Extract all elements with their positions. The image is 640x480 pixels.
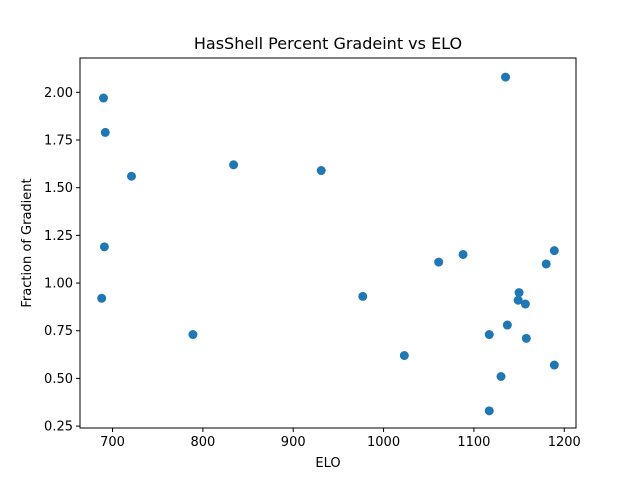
data-points: [97, 72, 559, 416]
scatter-point: [541, 259, 551, 269]
y-tick-label: 1.00: [44, 277, 73, 292]
scatter-point: [501, 72, 511, 82]
scatter-point: [458, 249, 468, 259]
scatter-point: [399, 351, 409, 361]
y-tick-label: 0.75: [44, 324, 73, 339]
scatter-point: [502, 320, 512, 330]
scatter-point: [434, 257, 444, 267]
x-tick-label: 700: [100, 435, 125, 450]
x-tick-label: 800: [190, 435, 215, 450]
y-axis-ticks: 0.25 0.50 0.75 1.00 1.25 1.50 1.75 2.00: [44, 86, 80, 435]
scatter-point: [549, 360, 559, 370]
scatter-point: [549, 246, 559, 256]
x-tick-label: 1200: [548, 435, 581, 450]
scatter-point: [98, 93, 108, 103]
scatter-point: [97, 293, 107, 303]
x-tick-label: 1000: [367, 435, 400, 450]
plot-frame: [79, 57, 577, 429]
scatter-point: [99, 242, 109, 252]
scatter-point: [521, 333, 531, 343]
y-tick-label: 1.75: [44, 134, 73, 149]
scatter-point: [126, 171, 136, 181]
scatter-point: [100, 127, 110, 137]
y-tick-label: 1.25: [44, 229, 73, 244]
chart-title: HasShell Percent Gradeint vs ELO: [194, 34, 462, 53]
scatter-point: [229, 160, 239, 170]
x-tick-label: 1100: [457, 435, 490, 450]
y-tick-label: 0.25: [44, 420, 73, 435]
y-tick-label: 1.50: [44, 181, 73, 196]
scatter-point: [484, 406, 494, 416]
scatter-point: [484, 330, 494, 340]
scatter-point: [513, 295, 523, 305]
y-tick-label: 0.50: [44, 372, 73, 387]
scatter-point: [520, 299, 530, 309]
scatter-point: [514, 288, 524, 298]
y-tick-label: 2.00: [44, 86, 73, 101]
scatter-point: [358, 291, 368, 301]
x-axis-label: ELO: [315, 456, 340, 471]
scatter-point: [496, 372, 506, 382]
scatter-point: [188, 330, 198, 340]
x-axis-ticks: 700 800 900 1000 1100 1200: [100, 428, 581, 450]
x-tick-label: 900: [281, 435, 306, 450]
scatter-point: [316, 166, 326, 176]
y-axis-label: Fraction of Gradient: [20, 178, 35, 307]
